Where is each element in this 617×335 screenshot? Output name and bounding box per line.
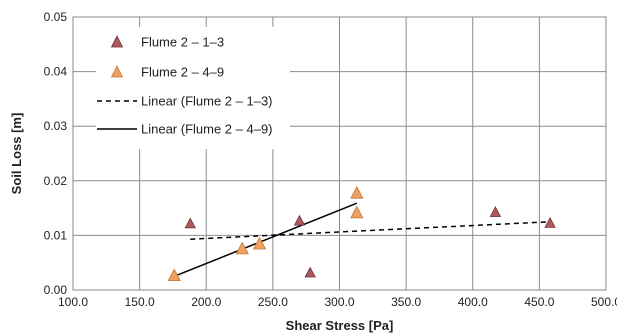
legend-label-linear-flume-2-4-9: Linear (Flume 2 – 4–9) [141, 122, 273, 137]
x-axis-ticks: 100.0 150.0 200.0 250.0 300.0 350.0 400.0 450.0… [58, 295, 617, 309]
y-tick-label: 0.03 [44, 119, 68, 133]
x-tick-label: 250.0 [258, 295, 288, 309]
x-tick-label: 150.0 [125, 295, 155, 309]
y-tick-label: 0.02 [44, 174, 68, 188]
x-tick-label: 300.0 [324, 295, 354, 309]
x-tick-label: 200.0 [191, 295, 221, 309]
legend-label-flume-2-1-3: Flume 2 – 1–3 [141, 35, 224, 50]
x-tick-label: 350.0 [391, 295, 421, 309]
data-point-layer [167, 185, 556, 282]
data-point-flume-2-1-3 [184, 217, 196, 229]
data-point-flume-2-4-9 [350, 205, 364, 219]
legend-marker-flume-2-1-3 [110, 35, 124, 48]
x-tick-label: 500.0 [591, 295, 617, 309]
data-point-flume-2-4-9 [167, 268, 181, 282]
data-point-flume-2-4-9 [252, 236, 267, 250]
y-tick-label: 0.00 [44, 283, 68, 297]
x-axis-label: Shear Stress [Pa] [286, 318, 394, 333]
legend: Flume 2 – 1–3 Flume 2 – 4–9 Linear (Flum… [96, 27, 290, 149]
y-tick-label: 0.05 [44, 10, 68, 24]
data-point-flume-2-4-9 [350, 185, 364, 199]
data-point-flume-2-1-3 [304, 266, 316, 278]
legend-marker-flume-2-4-9 [110, 65, 124, 78]
x-tick-label: 100.0 [58, 295, 88, 309]
plot-area-border [72, 16, 607, 291]
trendline-flume-2-1-3 [190, 221, 551, 240]
data-point-flume-2-4-9 [235, 241, 249, 255]
x-tick-label: 400.0 [458, 295, 488, 309]
y-axis-ticks: 0.00 0.01 0.02 0.03 0.04 0.05 [44, 10, 68, 297]
y-tick-label: 0.01 [44, 228, 68, 242]
legend-label-linear-flume-2-1-3: Linear (Flume 2 – 1–3) [141, 94, 273, 109]
legend-label-flume-2-4-9: Flume 2 – 4–9 [141, 65, 224, 80]
trendline-layer [173, 202, 551, 278]
x-tick-label: 450.0 [524, 295, 554, 309]
trendline-flume-2-4-9 [173, 202, 358, 278]
data-point-flume-2-1-3 [489, 206, 502, 217]
data-point-flume-2-1-3 [544, 216, 556, 228]
y-axis-label: Soil Loss [m] [9, 113, 24, 195]
data-point-flume-2-1-3 [293, 214, 306, 226]
y-tick-label: 0.04 [44, 65, 68, 79]
